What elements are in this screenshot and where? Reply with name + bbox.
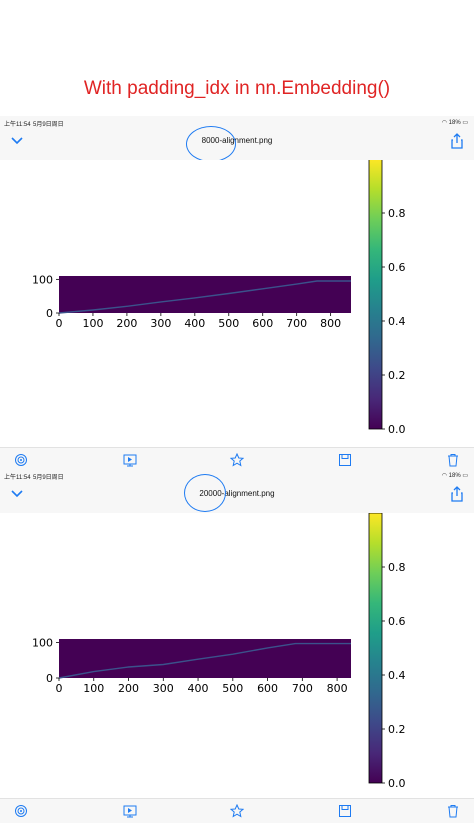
colorbar-tick-label: 0.0 [388,777,406,790]
airdrop-icon[interactable] [14,453,28,467]
status-bar: 上午11:54 5月9日周日 ◠ 18% ▭ [0,116,474,128]
slideshow-icon[interactable] [123,453,137,467]
highlight-circle [186,126,236,162]
bottom-toolbar [0,447,474,472]
x-tick-label: 100 [83,682,104,695]
share-icon[interactable] [450,133,464,149]
x-tick-label: 500 [218,317,239,330]
colorbar-tick-label: 0.4 [388,315,406,328]
share-icon[interactable] [450,486,464,502]
save-icon[interactable] [338,453,352,467]
nav-bar: 20000-alignment.png [0,481,474,514]
colorbar-tick-label: 0.0 [388,423,406,436]
x-tick-label: 0 [56,682,63,695]
x-tick-label: 200 [118,682,139,695]
colorbar-tick-label: 0.6 [388,615,406,628]
trash-icon[interactable] [446,804,460,818]
status-time: 上午11:54 [4,122,31,128]
status-date: 5月9日周日 [33,122,64,128]
colorbar-tick-label: 0.4 [388,669,406,682]
wifi-icon: ◠ [441,473,447,479]
alignment-line [58,642,351,679]
battery-icon: ▭ [462,120,468,126]
chevron-down-icon[interactable] [10,134,24,148]
colorbar-tick-label: 0.8 [388,561,406,574]
slideshow-icon[interactable] [123,804,137,818]
y-tick-label: 100 [32,637,53,650]
screenshot-panel-2: 上午11:54 5月9日周日 ◠ 18% ▭ 20000-alignment.p… [0,469,474,823]
y-tick-label: 0 [46,307,53,320]
colorbar-tick-label: 0.2 [388,723,406,736]
x-tick-label: 800 [327,682,348,695]
chevron-down-icon[interactable] [10,487,24,501]
status-battery-text: 18% [448,473,461,479]
x-tick-label: 0 [56,317,63,330]
highlight-circle [184,474,226,512]
screenshot-panel-1: 上午11:54 5月9日周日 ◠ 18% ▭ 8000-alignment.pn… [0,116,474,472]
colorbar [368,158,383,430]
heatmap-area [59,276,351,313]
x-tick-label: 700 [286,317,307,330]
colorbar-tick-label: 0.8 [388,207,406,220]
status-battery-text: 18% [448,120,461,126]
chart-figure: 0 100 200 300 400 500 600 700 800 0 100 0.0 0.2 0.4 0.… [0,158,474,447]
status-bar: 上午11:54 5月9日周日 ◠ 18% ▭ [0,469,474,481]
status-time: 上午11:54 [4,475,31,481]
nav-bar: 8000-alignment.png [0,128,474,161]
file-title: 8000-alignment.png [201,136,273,145]
colorbar [368,512,383,784]
wifi-icon: ◠ [441,120,447,126]
alignment-chart: 0 100 200 300 400 500 600 700 800 0 100 0.0 0.2 0.4 0.… [32,512,406,790]
alignment-line [58,280,351,314]
x-tick-label: 100 [82,317,103,330]
trash-icon[interactable] [446,453,460,467]
alignment-chart: 0 100 200 300 400 500 600 700 800 0 100 0.0 0.2 0.4 0.… [32,158,406,436]
x-tick-label: 400 [184,317,205,330]
bottom-toolbar [0,798,474,823]
x-tick-label: 300 [153,682,174,695]
star-icon[interactable] [229,803,245,818]
status-date: 5月9日周日 [33,475,64,481]
x-tick-label: 400 [188,682,209,695]
y-tick-label: 100 [32,273,53,286]
x-tick-label: 600 [257,682,278,695]
colorbar-tick-label: 0.2 [388,369,406,382]
file-title: 20000-alignment.png [199,489,275,498]
caption-title: With padding_idx in nn.Embedding() [83,78,391,99]
airdrop-icon[interactable] [14,804,28,818]
x-tick-label: 200 [116,317,137,330]
y-tick-label: 0 [46,672,53,685]
star-icon[interactable] [229,452,245,467]
colorbar-tick-label: 0.6 [388,261,406,274]
x-tick-label: 600 [252,317,273,330]
battery-icon: ▭ [462,473,468,479]
x-tick-label: 800 [320,317,341,330]
save-icon[interactable] [338,804,352,818]
x-tick-label: 300 [150,317,171,330]
x-tick-label: 500 [222,682,243,695]
x-tick-label: 700 [292,682,313,695]
chart-figure: 0 100 200 300 400 500 600 700 800 0 100 0.0 0.2 0.4 0.… [0,512,474,798]
